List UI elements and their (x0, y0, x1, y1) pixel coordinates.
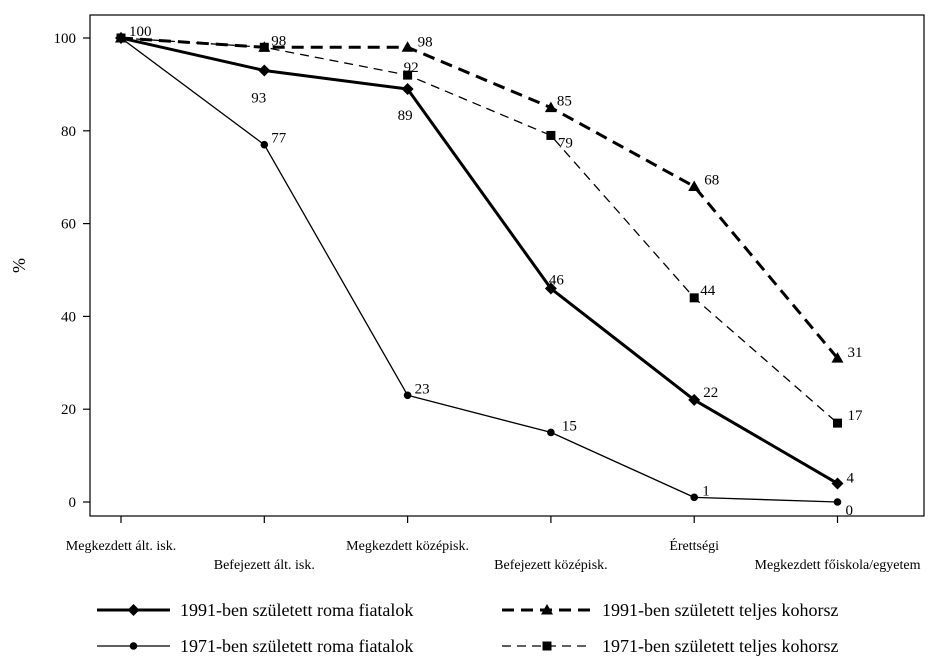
data-label: 85 (557, 94, 572, 110)
data-label: 93 (251, 90, 266, 106)
data-point (403, 70, 413, 80)
data-point (688, 180, 701, 191)
x-tick-label: Megkezdett középisk. (346, 539, 469, 554)
data-label: 17 (848, 408, 864, 424)
legend-label: 1971-ben született teljes kohorsz (602, 636, 838, 656)
plot-frame (89, 14, 925, 517)
data-label: 92 (404, 60, 419, 76)
y-tick-label: 100 (54, 31, 77, 47)
data-label: 4 (847, 470, 855, 486)
x-tick-label: Megkezdett főiskola/egyetem (755, 558, 921, 573)
y-tick-label: 80 (61, 124, 76, 140)
legend-marker (541, 604, 553, 615)
series-line (120, 36, 839, 360)
data-point (831, 352, 844, 363)
data-point (688, 393, 701, 406)
data-label: 98 (418, 34, 433, 50)
series-line (120, 37, 838, 503)
legend-label: 1991-ben született roma fiatalok (180, 600, 413, 620)
x-tick-label: Befejezett középisk. (494, 558, 608, 573)
data-label: 1 (702, 483, 710, 499)
data-label: 79 (558, 135, 573, 151)
data-point (547, 428, 555, 437)
data-point (115, 32, 127, 44)
data-point (260, 140, 269, 149)
data-label: 0 (846, 503, 854, 519)
legend-label: 1971-ben született roma fiatalok (180, 636, 413, 656)
data-label: 68 (704, 172, 719, 188)
data-point (401, 83, 414, 96)
data-label: 89 (398, 108, 413, 124)
data-label: 22 (703, 385, 718, 401)
data-point (544, 282, 557, 295)
data-label: 15 (562, 418, 577, 434)
data-point (258, 41, 271, 52)
data-point (401, 41, 414, 52)
y-tick-label: 60 (61, 217, 76, 233)
series-line (120, 36, 839, 485)
y-tick-label: 20 (61, 402, 76, 418)
data-label: 44 (700, 283, 716, 299)
data-point (833, 418, 842, 428)
data-point (544, 101, 557, 113)
y-tick-label: 40 (61, 309, 76, 325)
data-point (833, 498, 842, 506)
legend-label: 1991-ben született teljes kohorsz (602, 600, 838, 620)
legend-marker (129, 642, 138, 650)
data-label: 31 (848, 345, 863, 361)
x-tick-label: Megkezdett ált. isk. (66, 539, 176, 554)
data-point (258, 64, 271, 77)
x-tick-label: Befejezett ált. isk. (214, 558, 315, 573)
data-point (689, 293, 699, 303)
data-label: 46 (549, 273, 565, 289)
series-line (120, 37, 838, 424)
y-axis-title: % (9, 258, 29, 273)
data-point (831, 477, 844, 490)
data-label: 23 (415, 381, 430, 397)
legend-marker (127, 604, 140, 616)
data-label: 77 (271, 131, 287, 147)
legend-marker (542, 641, 552, 651)
y-tick-label: 0 (69, 495, 77, 511)
x-tick-label: Érettségi (669, 537, 719, 554)
data-point (690, 493, 698, 502)
data-label: 100 (129, 24, 152, 40)
data-label: 98 (271, 33, 286, 49)
data-point (546, 130, 556, 140)
data-point (403, 391, 412, 400)
